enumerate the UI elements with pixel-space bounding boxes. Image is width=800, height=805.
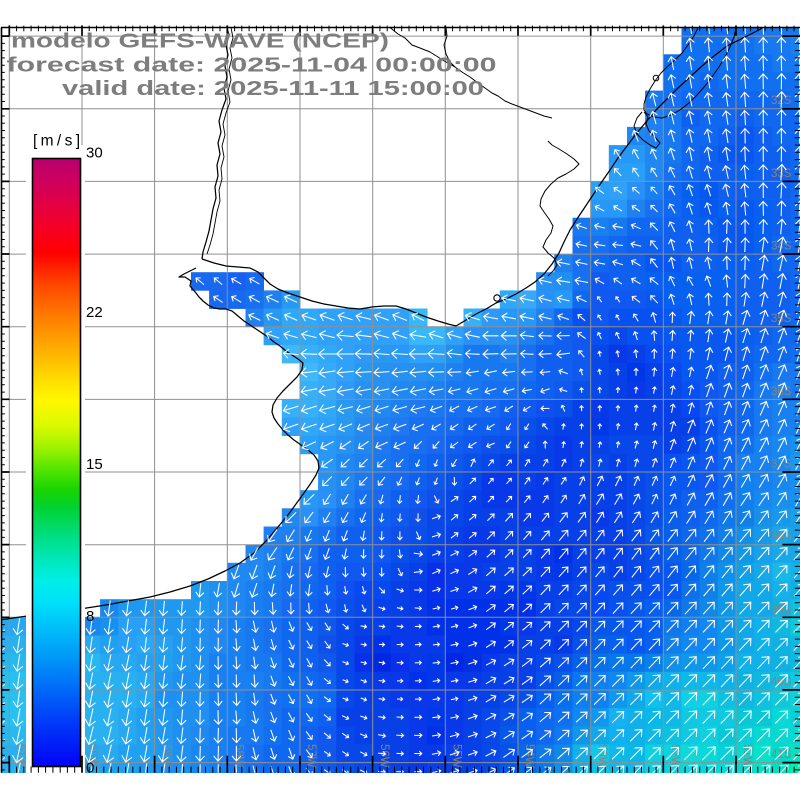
- svg-text:38S: 38S: [771, 531, 792, 543]
- svg-text:56W: 56W: [378, 744, 390, 768]
- svg-text:54W: 54W: [523, 744, 535, 768]
- svg-text:41S: 41S: [771, 749, 792, 761]
- svg-text:30: 30: [86, 144, 103, 161]
- svg-text:valid date: 2025-11-11 15:00:0: valid date: 2025-11-11 15:00:00: [62, 77, 484, 100]
- svg-text:22: 22: [86, 304, 103, 321]
- svg-text:59W: 59W: [160, 744, 172, 768]
- svg-text:55W: 55W: [451, 744, 463, 768]
- svg-text:36S: 36S: [771, 386, 792, 398]
- svg-text:8: 8: [86, 608, 94, 625]
- svg-text:37S: 37S: [771, 459, 792, 471]
- svg-text:40S: 40S: [771, 677, 792, 689]
- svg-text:15: 15: [86, 456, 103, 473]
- svg-text:39S: 39S: [771, 604, 792, 616]
- svg-text:forecast date: 2025-11-04 00:0: forecast date: 2025-11-04 00:00:00: [7, 53, 497, 76]
- svg-text:58W: 58W: [233, 744, 245, 768]
- svg-text:modelo GEFS-WAVE (NCEP): modelo GEFS-WAVE (NCEP): [11, 30, 389, 53]
- svg-text:0: 0: [86, 759, 94, 776]
